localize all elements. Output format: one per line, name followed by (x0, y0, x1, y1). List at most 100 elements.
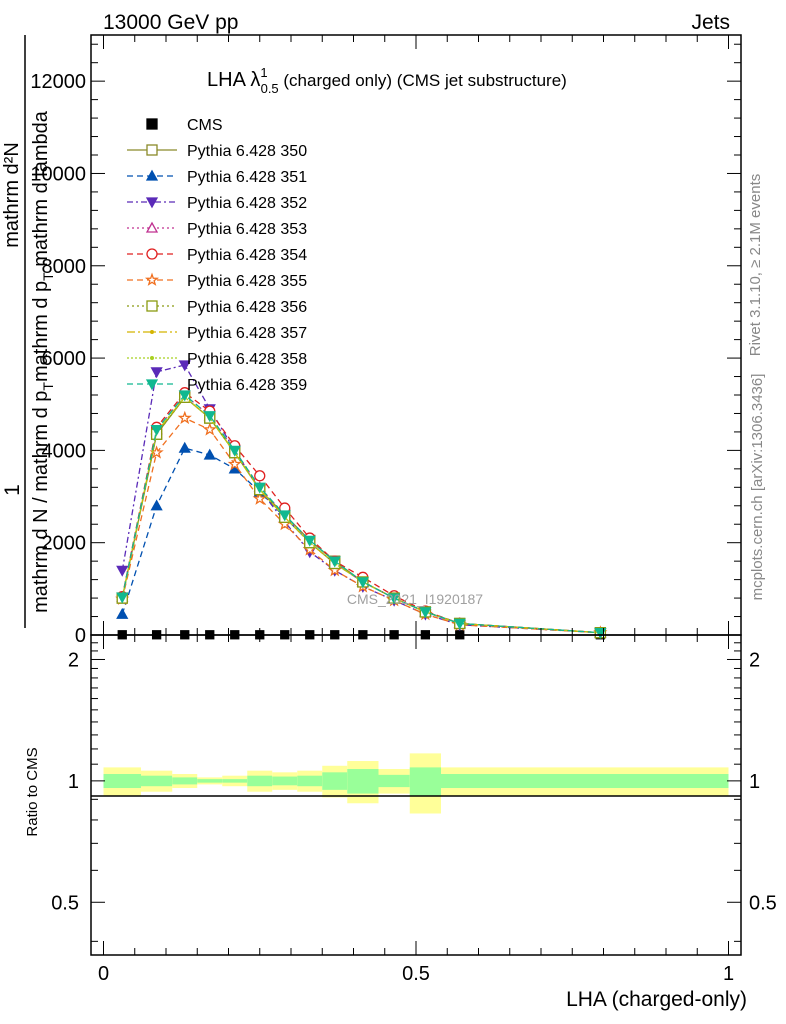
legend-marker (145, 169, 159, 181)
y-tick-label: 2000 (42, 533, 87, 555)
data-point (254, 470, 266, 482)
data-point (116, 607, 129, 619)
ratio-band-inner (272, 776, 298, 786)
header-jets-label: Jets (691, 11, 730, 34)
legend-entry: Pythia 6.428 357 (127, 325, 307, 342)
series-2 (116, 441, 607, 638)
ratio-tick-label: 0.5 (51, 892, 79, 914)
ratio-band-inner (297, 775, 323, 787)
legend-label: Pythia 6.428 356 (187, 299, 307, 316)
legend-marker (146, 248, 158, 260)
ratio-band-inner (247, 775, 273, 787)
data-point (178, 360, 191, 372)
ratio-tick-label-right: 1 (749, 771, 760, 793)
ylabel-numerator: mathrm d²N (1, 142, 23, 248)
title-sup: 1 (260, 65, 267, 80)
data-point (252, 491, 267, 505)
mcplots-label: mcplots.cern.ch [arXiv:1306.3436] (749, 374, 766, 601)
data-point (203, 411, 216, 423)
legend-marker (145, 197, 159, 209)
legend-label: Pythia 6.428 353 (187, 221, 307, 238)
legend-entry: Pythia 6.428 353 (127, 221, 307, 238)
plot-title: LHA λ1 0.5 (charged only) (CMS jet substr… (207, 65, 567, 96)
legend-entry: CMS (146, 117, 223, 134)
data-point (116, 565, 129, 577)
data-point (419, 607, 432, 619)
legend: CMS Pythia 6.428 350 Pythia 6.428 351 Pythi… (127, 117, 307, 394)
ratio-tick-label: 1 (68, 771, 79, 793)
ratio-tick-label-right: 2 (749, 649, 760, 671)
ratio-band-inner (441, 774, 479, 789)
y-tick-label: 6000 (42, 348, 87, 370)
data-point (203, 448, 216, 460)
data-point (356, 577, 369, 589)
ratio-tick-label: 2 (68, 649, 79, 671)
ratio-band-inner (172, 777, 198, 785)
data-point (328, 556, 341, 568)
ratio-band-inner (103, 774, 141, 789)
legend-label: Pythia 6.428 355 (187, 273, 307, 290)
legend-entry: Pythia 6.428 351 (127, 169, 307, 186)
ratio-ylabel: Ratio to CMS (24, 747, 41, 836)
legend-marker (144, 272, 160, 286)
data-point (228, 445, 241, 457)
series-line (121, 396, 601, 634)
series-10 (116, 390, 607, 640)
legend-entry: Pythia 6.428 359 (127, 377, 307, 394)
data-point (178, 441, 191, 453)
legend-label: Pythia 6.428 354 (187, 247, 307, 264)
ratio-tick-label-right: 0.5 (749, 892, 777, 914)
ratio-band-inner (478, 774, 729, 789)
legend-label: Pythia 6.428 352 (187, 195, 307, 212)
data-point (150, 424, 163, 436)
series-line (121, 417, 601, 634)
y-tick-label: 4000 (42, 440, 87, 462)
data-point (150, 499, 163, 511)
legend-entry: Pythia 6.428 358 (127, 351, 307, 368)
title-rest: (charged only) (CMS jet substructure) (279, 71, 567, 90)
x-tick-label: 0.5 (402, 963, 430, 985)
x-tick-label: 1 (723, 963, 734, 985)
ratio-band-inner (197, 779, 223, 783)
ylabel-one: 1 (1, 484, 24, 496)
data-point (594, 628, 607, 640)
legend-entry: Pythia 6.428 356 (127, 299, 307, 316)
data-point (253, 482, 266, 494)
data-point (303, 535, 316, 547)
legend-marker (146, 300, 158, 312)
legend-label: Pythia 6.428 359 (187, 377, 307, 394)
legend-label: Pythia 6.428 358 (187, 351, 307, 368)
ratio-band-inner (409, 767, 441, 796)
legend-marker (145, 221, 159, 233)
ratio-band-inner (322, 772, 348, 790)
legend-label: Pythia 6.428 357 (187, 325, 307, 342)
rivet-version-label: Rivet 3.1.10, ≥ 2.1M events (747, 174, 764, 357)
y-tick-label: 0 (75, 625, 86, 647)
legend-entry: Pythia 6.428 355 (127, 272, 307, 290)
ratio-band-inner (347, 769, 379, 794)
data-point (177, 410, 192, 425)
title-main: LHA λ (207, 69, 260, 91)
ratio-uncertainty-bands (103, 753, 729, 814)
analysis-watermark: CMS_2021_I1920187 (347, 591, 483, 607)
y-tick-label: 8000 (42, 256, 87, 278)
legend-marker (146, 144, 158, 156)
data-point (116, 592, 129, 604)
data-point (227, 456, 242, 471)
ratio-band-inner (141, 775, 173, 787)
ratio-band-inner (378, 774, 410, 788)
x-tick-label: 0 (98, 963, 109, 985)
y-tick-label: 10000 (30, 163, 86, 185)
title-sub: 0.5 (261, 81, 279, 96)
y-tick-label: 12000 (30, 71, 86, 93)
data-point (453, 618, 466, 630)
legend-entry: Pythia 6.428 350 (127, 143, 307, 160)
ratio-band-inner (222, 779, 248, 783)
legend-label: CMS (187, 117, 223, 134)
legend-entry: Pythia 6.428 354 (127, 247, 307, 264)
legend-label: Pythia 6.428 351 (187, 169, 307, 186)
series-line (121, 394, 601, 634)
legend-marker (145, 379, 159, 391)
